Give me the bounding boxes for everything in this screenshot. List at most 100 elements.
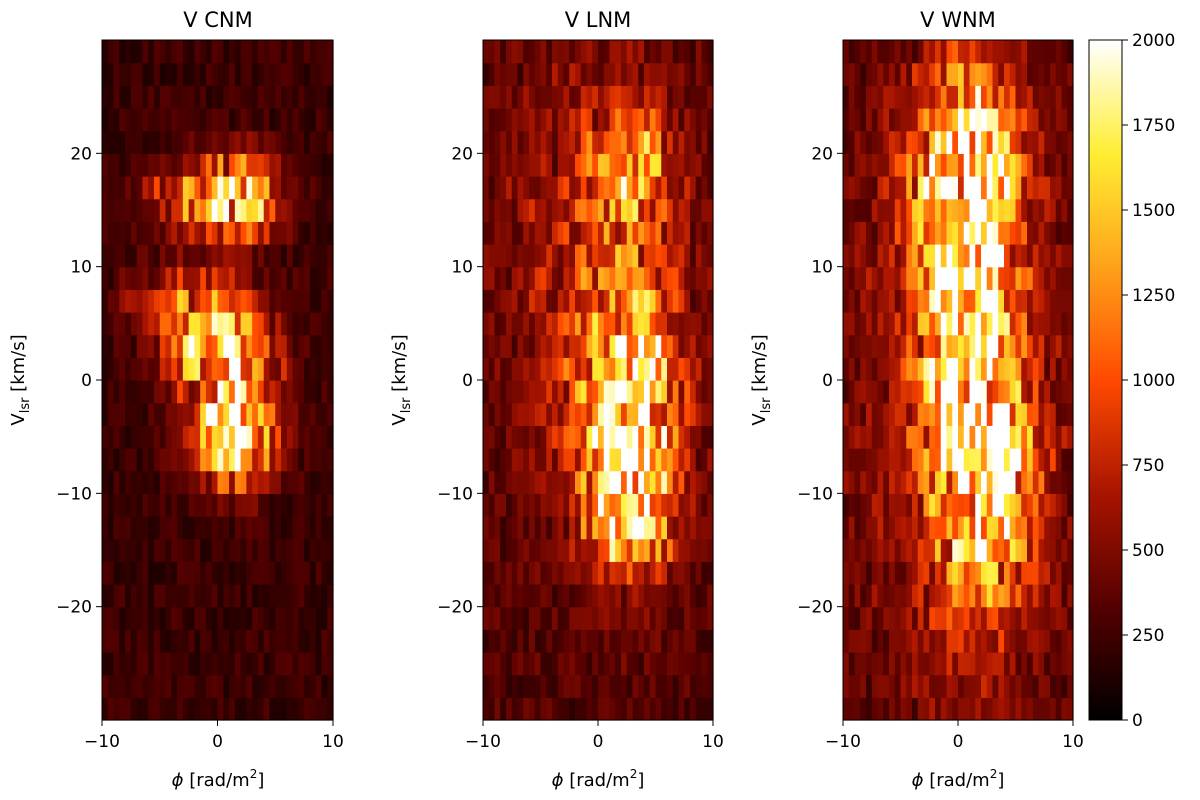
heatmap-cell	[321, 516, 328, 540]
heatmap-cell	[130, 334, 138, 358]
heatmap-cell	[1027, 266, 1034, 290]
heatmap-cell	[929, 516, 936, 540]
heatmap-cell	[500, 130, 507, 154]
heatmap-cell	[223, 606, 230, 630]
heatmap-cell	[286, 312, 294, 336]
heatmap-cell	[257, 176, 265, 200]
heatmap-cell	[263, 380, 271, 404]
heatmap-cell	[182, 153, 190, 177]
heatmap-cell	[701, 380, 708, 404]
heatmap-cell	[125, 357, 132, 381]
heatmap-cell	[130, 198, 138, 222]
heatmap-cell	[217, 221, 224, 245]
heatmap-cell	[655, 176, 662, 200]
heatmap-cell	[182, 425, 190, 449]
heatmap-cell	[609, 561, 616, 585]
heatmap-cell	[580, 561, 588, 585]
heatmap-cell	[866, 538, 873, 562]
heatmap-cell	[963, 62, 971, 86]
heatmap-cell	[998, 448, 1005, 472]
heatmap-cell	[935, 334, 942, 358]
heatmap-cell	[517, 652, 524, 676]
heatmap-cell	[1009, 62, 1017, 86]
heatmap-cell	[205, 697, 213, 721]
heatmap-cell	[912, 130, 919, 154]
heatmap-cell	[136, 85, 144, 109]
heatmap-cell	[275, 334, 282, 358]
heatmap-cell	[153, 697, 161, 721]
heatmap-cell	[321, 629, 328, 653]
heatmap-cell	[304, 674, 311, 698]
heatmap-cell	[142, 312, 149, 336]
heatmap-cell	[488, 176, 496, 200]
heatmap-cell	[205, 244, 213, 268]
heatmap-cell	[1050, 176, 1057, 200]
heatmap-cell	[1055, 425, 1063, 449]
heatmap-cell	[240, 538, 247, 562]
heatmap-cell	[906, 674, 913, 698]
heatmap-cell	[315, 108, 323, 132]
heatmap-cell	[952, 153, 959, 177]
heatmap-cell	[929, 357, 936, 381]
heatmap-cell	[165, 538, 172, 562]
heatmap-cell	[684, 697, 691, 721]
heatmap-cell	[958, 425, 965, 449]
heatmap-cell	[211, 380, 219, 404]
x-label-end: ]	[637, 770, 644, 791]
heatmap-cell	[205, 62, 213, 86]
heatmap-cell	[194, 334, 201, 358]
heatmap-cell	[557, 198, 565, 222]
heatmap-cell	[171, 493, 178, 517]
heatmap-cell	[269, 198, 276, 222]
heatmap-cell	[309, 357, 317, 381]
heatmap-cell	[621, 470, 628, 494]
heatmap-cell	[483, 697, 490, 721]
heatmap-cell	[860, 176, 867, 200]
heatmap-cell	[102, 62, 109, 86]
heatmap-cell	[952, 493, 959, 517]
x-axis-label: ϕ [rad/m2]	[552, 767, 645, 791]
heatmap-cell	[923, 584, 930, 608]
heatmap-cell	[889, 312, 896, 336]
heatmap-cell	[917, 244, 925, 268]
heatmap-cell	[707, 448, 714, 472]
heatmap-cell	[321, 584, 328, 608]
heatmap-cell	[534, 266, 542, 290]
heatmap-cell	[130, 516, 138, 540]
heatmap-cell	[969, 244, 976, 268]
y-tick-label: 10	[451, 258, 473, 278]
heatmap-cell	[843, 380, 850, 404]
heatmap-cell	[165, 40, 172, 64]
heatmap-cell	[981, 312, 988, 336]
heatmap-cell	[598, 448, 605, 472]
heatmap-cell	[286, 62, 294, 86]
y-tick-label: 0	[81, 371, 92, 391]
heatmap-cell	[563, 244, 570, 268]
heatmap-cell	[257, 674, 265, 698]
heatmap-cell	[304, 493, 311, 517]
heatmap-cell	[626, 289, 634, 313]
heatmap-cell	[1038, 425, 1045, 449]
heatmap-cell	[963, 674, 971, 698]
heatmap-cell	[315, 40, 323, 64]
heatmap-cell	[986, 402, 994, 426]
heatmap-cell	[615, 176, 622, 200]
heatmap-cell	[998, 130, 1005, 154]
heatmap-cell	[211, 402, 219, 426]
heatmap-cell	[315, 402, 323, 426]
heatmap-cell	[667, 40, 674, 64]
heatmap-cell	[626, 561, 634, 585]
heatmap-cell	[165, 85, 172, 109]
heatmap-cell	[575, 221, 582, 245]
heatmap-cell	[929, 334, 936, 358]
heatmap-cell	[935, 402, 942, 426]
heatmap-cell	[644, 516, 651, 540]
heatmap-cell	[975, 221, 982, 245]
heatmap-cell	[563, 561, 570, 585]
heatmap-cell	[223, 448, 230, 472]
heatmap-cell	[707, 244, 714, 268]
heatmap-cell	[644, 266, 651, 290]
heatmap-cell	[159, 470, 167, 494]
heatmap-cell	[672, 357, 680, 381]
